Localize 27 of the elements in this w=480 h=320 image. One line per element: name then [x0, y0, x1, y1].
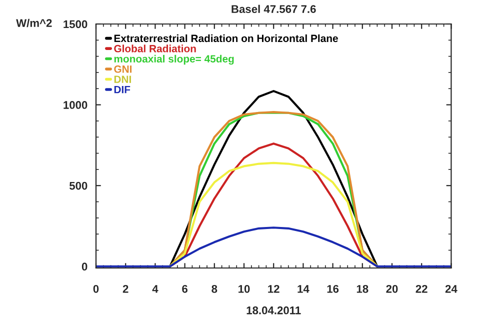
legend-label: Extraterrestrial Radiation on Horizontal Plane [114, 34, 338, 42]
x-tick-label: 24 [445, 284, 458, 293]
line-series [168, 162, 378, 268]
x-tick-label: 20 [386, 284, 398, 293]
x-tick-label: 2 [122, 284, 128, 293]
y-tick-label: 1500 [64, 20, 88, 28]
x-tick-label: 4 [152, 285, 158, 293]
x-tick-label: 18 [356, 284, 368, 293]
x-tick-label: 8 [212, 284, 218, 293]
y-tick-label: 500 [69, 182, 88, 190]
legend-label: DNI [114, 76, 131, 83]
y-tick-label: 1000 [64, 101, 88, 109]
x-tick-label: 22 [416, 284, 428, 293]
x-tick-label: 0 [93, 284, 99, 293]
legend-label: monoaxial slope= 45deg [114, 54, 234, 65]
y-axis-title: W/m^2 [16, 18, 52, 28]
legend-label: Global Radiation [114, 44, 196, 52]
x-tick-label: 12 [268, 284, 280, 293]
x-tick-label: 16 [327, 284, 339, 293]
chart-title: Basel 47.567 7.6 [232, 4, 316, 13]
legend-label: DIF [114, 86, 130, 94]
x-tick-label: 10 [238, 284, 250, 293]
legend-label: GNI [114, 65, 132, 73]
y-tick-label: 0 [82, 262, 88, 271]
x-axis-title: 18.04.2011 [246, 306, 301, 314]
x-tick-label: 6 [182, 284, 188, 293]
x-tick-label: 14 [298, 285, 310, 293]
